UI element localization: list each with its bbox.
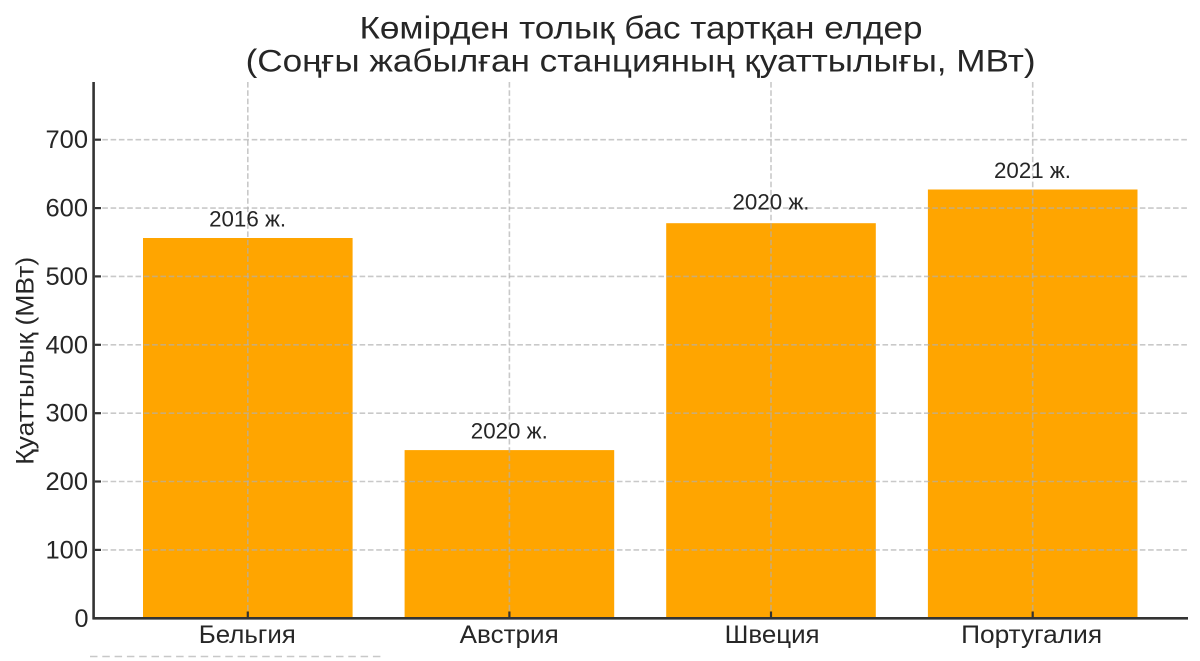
svg-text:300: 300 (46, 401, 89, 428)
svg-text:200: 200 (46, 469, 89, 496)
svg-text:Көмірден толық бас тартқан елд: Көмірден толық бас тартқан елдер (360, 10, 923, 45)
svg-text:2016 ж.: 2016 ж. (209, 206, 286, 231)
svg-text:Қуаттылық (МВт): Қуаттылық (МВт) (13, 257, 40, 465)
svg-text:Португалия: Португалия (961, 622, 1102, 649)
svg-text:500: 500 (46, 264, 89, 291)
svg-text:Швеция: Швеция (725, 622, 820, 649)
svg-text:0: 0 (75, 606, 89, 633)
svg-text:2020 ж.: 2020 ж. (471, 418, 548, 443)
svg-text:2021 ж.: 2021 ж. (994, 158, 1071, 183)
svg-text:2020 ж.: 2020 ж. (733, 189, 810, 214)
svg-text:Австрия: Австрия (460, 622, 559, 649)
svg-text:Бельгия: Бельгия (199, 622, 296, 649)
svg-text:600: 600 (46, 196, 89, 223)
svg-text:400: 400 (46, 332, 89, 359)
svg-text:(Соңғы жабылған станцияның қуа: (Соңғы жабылған станцияның қуаттылығы, М… (246, 43, 1036, 78)
svg-text:700: 700 (46, 127, 89, 154)
svg-text:100: 100 (46, 537, 89, 564)
